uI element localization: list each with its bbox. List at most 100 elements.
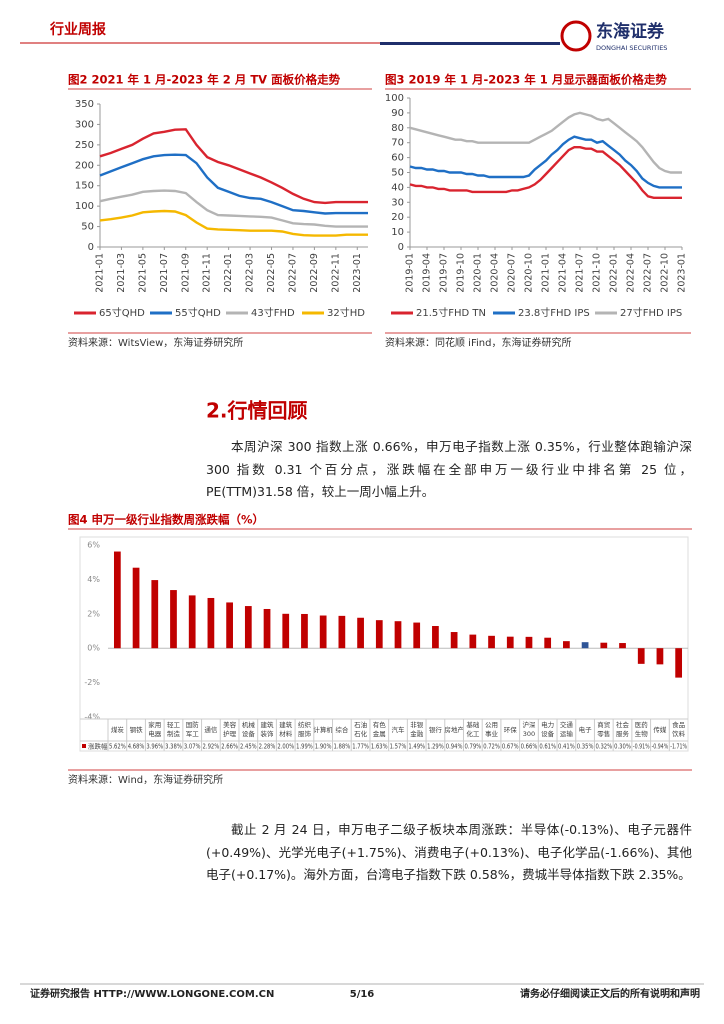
x-tick-label: 2021-01	[541, 253, 552, 293]
series-line	[99, 153, 368, 215]
category-label: 电力设备	[541, 720, 555, 738]
category-label: 医药生物	[635, 720, 649, 738]
category-label: 食品饮料	[672, 720, 686, 738]
bar	[113, 551, 121, 649]
category-label: 汽车	[392, 725, 406, 734]
category-label: 沪深 300	[522, 720, 536, 738]
y-tick-label: 300	[75, 119, 94, 130]
y-tick-label: 0%	[87, 644, 100, 653]
footer-left: 证券研究报告 HTTP://WWW.LONGONE.COM.CN	[30, 987, 274, 1000]
category-label: 美容护理	[223, 720, 237, 738]
category-label: 建筑装饰	[261, 720, 275, 738]
figure-title: 图3 2019 年 1 月-2023 年 1 月显示器面板价格走势	[385, 73, 667, 87]
bar	[263, 608, 271, 649]
bar	[488, 635, 495, 649]
x-tick-label: 2021-03	[116, 253, 127, 293]
category-label: 建筑材料	[279, 720, 293, 738]
figure-source: 资料来源：Wind，东海证券研究所	[68, 773, 223, 786]
figure-source: 资料来源：WitsView，东海证券研究所	[68, 336, 243, 349]
value-label: 5.62%	[109, 743, 126, 751]
value-label: 1.90%	[315, 743, 332, 751]
y-tick-label: 10	[391, 227, 404, 238]
footer-right: 请务必仔细阅读正文后的所有说明和声明	[520, 987, 700, 1000]
bar	[432, 626, 439, 649]
x-tick-label: 2021-09	[180, 253, 191, 293]
x-tick-label: 2019-01	[405, 253, 416, 293]
x-tick-label: 2021-11	[202, 253, 213, 293]
y-tick-label: -2%	[84, 678, 100, 687]
x-tick-label: 2023-01	[352, 253, 363, 293]
x-tick-label: 2021-01	[95, 253, 106, 293]
series-line	[409, 111, 682, 174]
x-tick-label: 2021-07	[575, 253, 586, 293]
value-label: 0.72%	[483, 743, 500, 751]
legend-label: 27寸FHD IPS	[620, 306, 682, 319]
category-label: 轻工制造	[167, 720, 181, 738]
y-tick-label: 80	[391, 123, 404, 134]
legend-label: 23.8寸FHD IPS	[518, 306, 590, 319]
bar	[394, 621, 402, 649]
bar	[132, 567, 140, 649]
category-label: 电子	[579, 725, 593, 734]
y-tick-label: 200	[75, 160, 94, 171]
bar	[282, 613, 290, 649]
category-label: 基础化工	[466, 720, 480, 738]
x-tick-label: 2022-05	[266, 253, 277, 293]
figure-title: 图4 申万一级行业指数周涨跌幅（%）	[68, 513, 264, 527]
x-tick-label: 2022-01	[223, 253, 234, 293]
value-label: -0.91%	[633, 743, 650, 751]
category-label: 煤炭	[111, 725, 125, 734]
bar	[619, 643, 626, 649]
category-label: 商贸零售	[597, 720, 611, 738]
y-tick-label: 350	[75, 99, 94, 110]
x-tick-label: 2022-01	[609, 253, 620, 293]
series-line	[99, 128, 368, 205]
series-line	[409, 146, 682, 199]
y-tick-label: -4%	[84, 713, 100, 722]
series-line	[99, 209, 368, 237]
category-label: 钢铁	[130, 725, 144, 734]
y-tick-label: 90	[391, 108, 404, 119]
value-label: 1.99%	[296, 743, 313, 751]
category-label: 石油石化	[354, 720, 368, 738]
bar	[469, 634, 477, 649]
bar	[506, 636, 514, 649]
bar	[375, 620, 383, 649]
figure-source: 资料来源：同花顺 iFind，东海证券研究所	[385, 336, 571, 349]
x-tick-label: 2021-05	[137, 253, 148, 293]
x-tick-label: 2021-04	[558, 253, 569, 293]
logo-icon	[560, 20, 592, 52]
value-label: 0.66%	[521, 743, 538, 751]
value-label: 0.35%	[577, 743, 594, 751]
value-label: 0.67%	[502, 743, 519, 751]
y-tick-label: 6%	[87, 541, 100, 550]
legend-label: 55寸QHD	[175, 306, 221, 319]
category-label: 环保	[504, 725, 518, 734]
x-tick-label: 2021-07	[159, 253, 170, 293]
x-tick-label: 2020-07	[507, 253, 518, 293]
value-label: 0.61%	[539, 743, 556, 751]
y-tick-label: 250	[75, 140, 94, 151]
y-tick-label: 40	[391, 182, 404, 193]
y-tick-label: 0	[398, 242, 404, 253]
section-heading: 2.行情回顾	[206, 399, 308, 423]
bar	[525, 636, 533, 649]
value-label: 2.66%	[221, 743, 238, 751]
bar	[226, 602, 233, 649]
value-label: 1.57%	[390, 743, 407, 751]
series-line	[409, 135, 682, 189]
category-label: 计算机	[313, 725, 333, 734]
bar	[170, 590, 177, 649]
bar	[301, 613, 308, 649]
bar	[319, 615, 327, 649]
x-tick-label: 2020-04	[490, 253, 501, 293]
x-tick-label: 2019-04	[422, 253, 433, 293]
plot-frame	[79, 536, 689, 752]
category-label: 交通运输	[560, 720, 574, 738]
y-tick-label: 100	[385, 93, 404, 104]
value-label: 1.49%	[408, 743, 425, 751]
bar	[413, 622, 421, 649]
bar	[450, 632, 458, 649]
legend-label: 43寸FHD	[251, 306, 295, 319]
